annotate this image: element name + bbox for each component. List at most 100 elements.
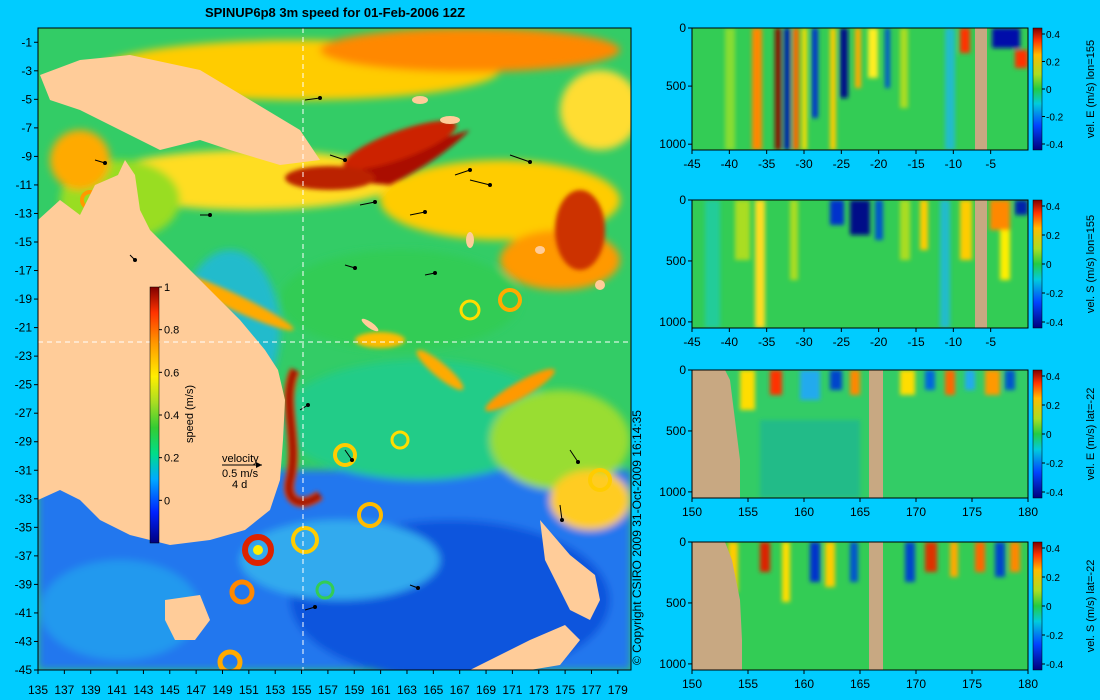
map-x-tick-label: 159 [344,683,364,697]
map-x-tick-label: 153 [265,683,285,697]
velocity-key-label: velocity [222,453,259,465]
land [38,55,605,670]
section-x-tick-label: -10 [945,157,963,171]
section-x-tick-label: -40 [721,157,739,171]
map-y-tick-label: -1 [21,35,32,49]
section-colorbar-tick-label: 0.4 [1046,372,1060,383]
map-y-tick-label: -17 [15,264,33,278]
section-x-tick-label: -10 [945,335,963,349]
section-x-tick-label: -15 [907,157,925,171]
section-x-tick-label: -25 [833,335,851,349]
section-panel-3: vel. E (m/s) lat=-22 150 155 160 165 170 175 1… [659,363,1097,519]
section-x-tick-label: -30 [795,157,813,171]
map-x-tick-label: 147 [186,683,206,697]
map-y-tick-label: -27 [15,406,33,420]
section-y-tick-label: 500 [666,254,686,268]
section-y-tick-label: 500 [666,79,686,93]
section-x-tick-label: 170 [906,505,926,519]
map-y-tick-label: -9 [21,149,32,163]
section-colorbar-tick-label: -0.2 [1046,113,1064,124]
section-colorbar-tick-label: 0 [1046,602,1052,613]
speed-colorbar-tick-label: 1 [164,282,170,294]
section-1-colorbar-label: vel. E (m/s) lon=155 [1085,40,1097,138]
map-title: SPINUP6p8 3m speed for 01-Feb-2006 12Z [205,5,465,20]
section-colorbar-tick-label: -0.4 [1046,488,1064,499]
section-panel-1: vel. E (m/s) lon=155 -45 -40 -35 -30 -25 -20 -… [659,21,1097,171]
map-x-tick-label: 171 [502,683,522,697]
section-x-tick-label: 150 [682,505,702,519]
section-2-land [975,200,987,328]
section-colorbar-tick-label: 0.4 [1046,30,1060,41]
map-x-tick-label: 167 [450,683,470,697]
section-panel-4: vel. S (m/s) lat=-22 150 155 160 165 170 175 1… [659,535,1097,691]
map-x-tick-label: 161 [371,683,391,697]
map-x-ticks: 135 137 139 141 143 145 147 149 151 153 155 157 159 1… [28,670,628,697]
section-x-tick-label: -45 [683,157,701,171]
section-2-colorbar-label: vel. S (m/s) lon=155 [1085,215,1097,313]
velocity-key-scale: 0.5 m/s [222,468,259,480]
section-y-tick-label: 500 [666,424,686,438]
section-colorbar-tick-label: 0.4 [1046,544,1060,555]
map-x-tick-label: 169 [476,683,496,697]
section-colorbar-tick-label: 0.4 [1046,202,1060,213]
map-y-tick-label: -31 [15,463,33,477]
velocity-arrows [94,96,580,611]
copyright-notice: © Copyright CSIRO 2009 31-Oct-2009 16:14… [630,410,644,665]
section-x-tick-label: 180 [1018,677,1038,691]
section-colorbar-tick-label: 0.2 [1046,231,1060,242]
map-x-tick-label: 155 [292,683,312,697]
section-y-tick-label: 0 [679,535,686,549]
section-x-tick-label: 150 [682,677,702,691]
map-y-ticks: -1 -3 -5 -7 -9 -11 -13 -15 -17 -19 -21 -23 -25 -27 -29… [15,35,38,677]
section-colorbar-tick-label: 0.2 [1046,58,1060,69]
velocity-key-arrowhead [256,462,262,468]
map-y-tick-label: -7 [21,121,32,135]
section-colorbar-tick-label: -0.2 [1046,459,1064,470]
section-colorbar-tick-label: -0.2 [1046,631,1064,642]
section-x-tick-label: -5 [985,335,996,349]
map-y-tick-label: -37 [15,549,33,563]
section-panel-2: vel. S (m/s) lon=155 -45 -40 -35 -30 -25 -20 -… [659,193,1097,349]
section-4-colorbar [1032,541,1043,671]
map-x-tick-label: 151 [239,683,259,697]
map-x-tick-label: 145 [160,683,180,697]
map-y-tick-label: -29 [15,435,33,449]
speed-colorbar: 1 0.8 0.6 0.4 0.2 0 speed (m/s) [149,282,196,544]
section-x-tick-label: -40 [721,335,739,349]
section-colorbar-tick-label: 0.2 [1046,401,1060,412]
section-colorbar-tick-label: -0.4 [1046,660,1064,671]
speed-colorbar-tick-label: 0 [164,495,170,507]
section-colorbar-tick-label: -0.4 [1046,318,1064,329]
map-y-tick-label: -5 [21,92,32,106]
section-4-land-middle [869,542,883,670]
section-x-tick-label: 165 [850,677,870,691]
map-x-tick-label: 143 [133,683,153,697]
map-x-tick-label: 179 [608,683,628,697]
section-colorbar-tick-label: -0.4 [1046,140,1064,151]
map-y-tick-label: -11 [16,178,33,192]
velocity-key: velocity 0.5 m/s 4 d [222,453,262,491]
velocity-key-duration: 4 d [232,479,247,491]
section-x-tick-label: 175 [962,677,982,691]
speed-colorbar-ticks: 1 0.8 0.6 0.4 0.2 0 [159,282,179,507]
map-x-tick-label: 165 [423,683,443,697]
section-x-tick-label: -35 [758,157,776,171]
section-x-tick-label: -45 [683,335,701,349]
map-x-tick-label: 139 [81,683,101,697]
section-x-tick-label: -30 [795,335,813,349]
section-3-colorbar [1032,369,1043,499]
map-x-tick-label: 177 [581,683,601,697]
map-y-tick-label: -15 [15,235,33,249]
section-y-tick-label: 1000 [659,315,686,329]
map-y-tick-label: -41 [15,606,33,620]
section-x-tick-label: 175 [962,505,982,519]
section-colorbar-tick-label: 0 [1046,430,1052,441]
section-colorbar-tick-label: 0 [1046,260,1052,271]
map-frame [37,27,632,671]
map-y-tick-label: -39 [15,577,33,591]
map-y-tick-label: -25 [15,378,33,392]
map-y-tick-label: -13 [15,206,33,220]
section-y-tick-label: 0 [679,363,686,377]
section-y-tick-label: 1000 [659,657,686,671]
speed-colorbar-tick-label: 0.6 [164,367,179,379]
